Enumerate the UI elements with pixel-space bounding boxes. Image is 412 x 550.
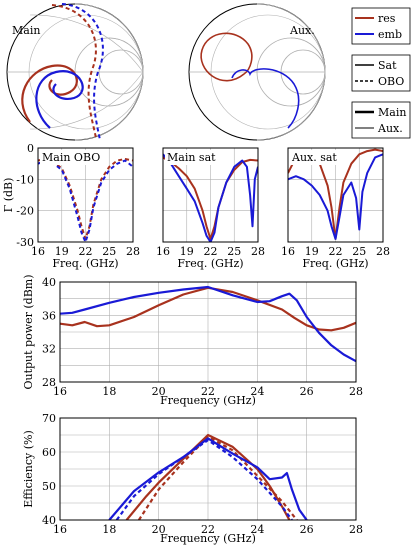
series-emb-sat-line — [108, 437, 308, 520]
x-tick-label: 25 — [227, 245, 241, 258]
plot-aux-sat: 16 19 22 25 28 Aux. sat Freq. (GHz) — [281, 147, 390, 270]
smith-main-emb-obo — [61, 3, 104, 141]
legend-emb-label: emb — [378, 28, 402, 41]
panel-title: Main OBO — [42, 151, 100, 164]
x-tick-label: 22 — [204, 245, 218, 258]
x-tick-label: 22 — [201, 385, 215, 398]
x-tick-label: 28 — [349, 385, 363, 398]
plot-frame — [37, 147, 134, 243]
x-tick-label: 16 — [53, 523, 67, 536]
x-tick-label: 25 — [102, 245, 116, 258]
smith-main-emb-sat — [35, 70, 84, 129]
y-axis-label: Γ (dB) — [2, 178, 15, 213]
series-emb-OBO-line — [115, 439, 293, 520]
y-tick-label: 70 — [42, 412, 56, 425]
x-tick-label: 16 — [31, 245, 45, 258]
panel-title: Aux. sat — [291, 151, 337, 164]
series-res-OBO-line — [137, 435, 298, 520]
legend-main-label: Main — [378, 106, 406, 119]
series-emb-line — [163, 153, 258, 242]
x-axis-label: Freq. (GHz) — [52, 257, 118, 270]
x-tick-label: 22 — [79, 245, 93, 258]
y-tick-label: 60 — [42, 446, 56, 459]
legend-aux-label: Aux. — [377, 122, 403, 135]
x-tick-label: 28 — [349, 523, 363, 536]
plot-efficiency: 16 18 20 22 24 26 28 40 50 60 70 Frequency (GHz) Eff… — [22, 412, 363, 545]
y-tick-label: 50 — [42, 480, 56, 493]
x-tick-label: 28 — [251, 245, 265, 258]
x-tick-label: 18 — [102, 385, 116, 398]
smith-aux-label: Aux. — [289, 24, 315, 37]
plot-frame — [59, 281, 357, 383]
x-tick-label: 22 — [329, 245, 343, 258]
legend-conditions: Sat OBO — [351, 54, 411, 92]
series-res-line — [163, 156, 258, 240]
series-emb-line — [288, 153, 383, 240]
x-axis-label: Frequency (GHz) — [160, 394, 256, 407]
x-axis-label: Frequency (GHz) — [160, 532, 256, 545]
plot-output-power: 16 18 20 22 24 26 28 28 32 36 40 Frequency (GHz) Out… — [22, 274, 363, 407]
panel-title: Main sat — [167, 151, 216, 164]
y-axis-label: Efficiency (%) — [22, 430, 35, 508]
series-res-line — [60, 286, 356, 332]
plot-frame — [162, 147, 259, 243]
smith-chart-main: Main — [6, 3, 144, 141]
x-tick-label: 16 — [53, 385, 67, 398]
x-tick-label: 28 — [126, 245, 140, 258]
plot-frame — [59, 417, 357, 521]
y-tick-label: 40 — [42, 276, 56, 289]
plot-main-obo: 16 19 22 25 28 0 -10 -20 -30 Main OBO Freq. (GHz) Γ… — [2, 142, 140, 270]
legend-obo-label: OBO — [378, 75, 404, 88]
legend-series: res emb — [351, 7, 411, 45]
x-tick-label: 16 — [281, 245, 295, 258]
y-tick-label: -30 — [16, 236, 34, 249]
y-axis-label: Output power (dBm) — [22, 274, 35, 389]
x-tick-label: 24 — [250, 385, 264, 398]
y-tick-label: 28 — [42, 376, 56, 389]
x-tick-label: 25 — [352, 245, 366, 258]
x-axis-label: Freq. (GHz) — [177, 257, 243, 270]
x-tick-label: 22 — [201, 523, 215, 536]
x-tick-label: 19 — [180, 245, 194, 258]
y-tick-label: -10 — [16, 173, 34, 186]
smith-main-label: Main — [12, 24, 40, 37]
smith-chart-aux: Aux. — [188, 3, 326, 141]
y-tick-label: 40 — [42, 514, 56, 527]
legend-sat-label: Sat — [378, 59, 397, 72]
x-tick-label: 19 — [305, 245, 319, 258]
x-tick-label: 19 — [55, 245, 69, 258]
plot-frame — [287, 147, 384, 243]
x-tick-label: 20 — [152, 523, 166, 536]
series-emb-line — [60, 285, 356, 363]
plot-main-sat: 16 19 22 25 28 Main sat Freq. (GHz) — [156, 147, 265, 270]
legend-branches: Main Aux. — [351, 101, 411, 139]
x-tick-label: 28 — [376, 245, 390, 258]
y-tick-label: 36 — [42, 309, 56, 322]
x-tick-label: 26 — [300, 523, 314, 536]
x-axis-label: Freq. (GHz) — [302, 257, 368, 270]
smith-aux-emb-sat — [231, 68, 300, 129]
legend-res-label: res — [378, 12, 396, 25]
x-tick-label: 20 — [152, 385, 166, 398]
x-tick-label: 24 — [250, 523, 264, 536]
x-tick-label: 26 — [300, 385, 314, 398]
y-tick-label: 0 — [27, 142, 34, 155]
y-tick-label: 32 — [42, 343, 56, 356]
smith-aux-res-sat — [200, 32, 253, 82]
x-tick-label: 16 — [156, 245, 170, 258]
x-tick-label: 18 — [102, 523, 116, 536]
y-tick-label: -20 — [16, 205, 34, 218]
